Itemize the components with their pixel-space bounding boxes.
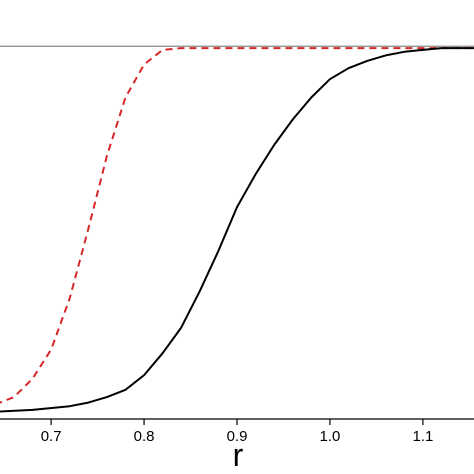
x-axis-label: r	[233, 437, 244, 473]
x-tick-label: 0.7	[41, 428, 62, 445]
series-line-dashed	[0, 47, 474, 404]
x-axis: 0.7 0.8 0.9 1.0 1.1	[0, 418, 474, 445]
x-tick-label: 1.1	[412, 428, 433, 445]
x-tick-label: 1.0	[320, 428, 341, 445]
series-line-solid	[0, 47, 474, 413]
x-tick-label: 0.9	[227, 428, 248, 445]
plot-area	[0, 45, 474, 413]
x-tick-label: 0.8	[134, 428, 155, 445]
